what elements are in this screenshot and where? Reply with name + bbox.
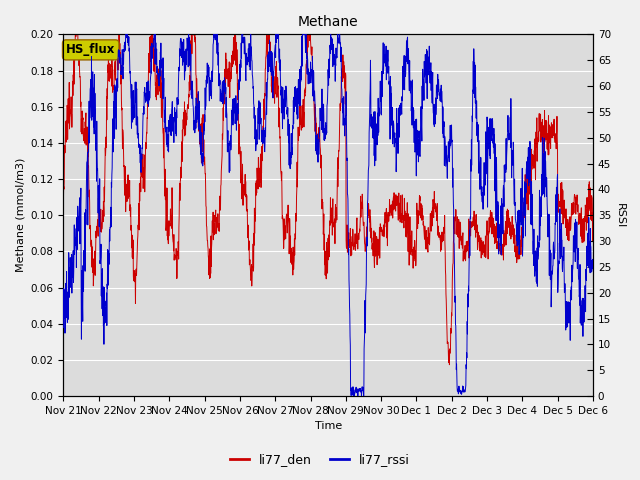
Y-axis label: RSSI: RSSI bbox=[615, 203, 625, 228]
Legend: li77_den, li77_rssi: li77_den, li77_rssi bbox=[225, 448, 415, 471]
Title: Methane: Methane bbox=[298, 15, 358, 29]
Y-axis label: Methane (mmol/m3): Methane (mmol/m3) bbox=[15, 158, 25, 273]
X-axis label: Time: Time bbox=[315, 421, 342, 432]
Text: HS_flux: HS_flux bbox=[66, 43, 115, 56]
